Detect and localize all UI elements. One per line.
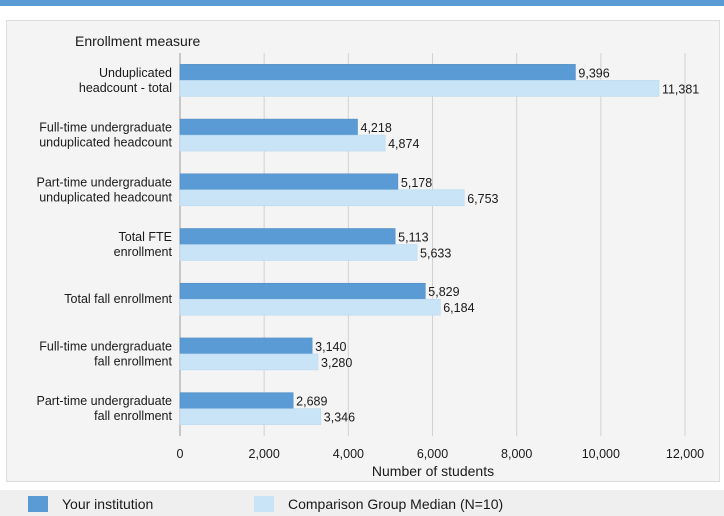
- data-label: 6,184: [443, 301, 474, 315]
- bar-your-institution: [179, 337, 313, 355]
- x-tick-label: 2,000: [249, 447, 280, 461]
- bar-your-institution: [179, 228, 396, 245]
- data-label: 4,218: [361, 121, 392, 135]
- legend-item-your-institution: Your institution: [28, 496, 153, 512]
- top-accent-rule: [0, 0, 724, 6]
- category-label: unduplicated headcount: [39, 136, 172, 150]
- legend-swatch: [28, 496, 48, 512]
- category-label: Full-time undergraduate: [39, 121, 172, 135]
- x-tick-label: 8,000: [501, 447, 532, 461]
- category-label: fall enrollment: [94, 409, 172, 423]
- bar-comparison-median: [179, 244, 418, 261]
- bar-comparison-median: [179, 80, 660, 97]
- legend-swatch: [254, 496, 274, 512]
- category-label: Total FTE: [119, 230, 173, 244]
- bars: [179, 64, 660, 425]
- bar-your-institution: [179, 64, 576, 81]
- category-label: fall enrollment: [94, 354, 172, 368]
- bar-your-institution: [179, 282, 426, 300]
- x-tick-label: 6,000: [417, 447, 448, 461]
- data-label: 5,113: [398, 231, 428, 245]
- x-axis-title: Number of students: [372, 463, 494, 479]
- data-label: 11,381: [662, 82, 699, 96]
- data-label: 5,633: [420, 247, 451, 261]
- x-tick-label: 12,000: [666, 447, 704, 461]
- bar-comparison-median: [179, 298, 441, 316]
- data-label: 5,178: [401, 176, 432, 190]
- category-label: Full-time undergraduate: [39, 339, 172, 353]
- y-axis-title: Enrollment measure: [75, 33, 200, 49]
- bar-comparison-median: [179, 408, 322, 425]
- legend: Your institution Comparison Group Median…: [0, 490, 724, 516]
- data-label: 3,346: [324, 411, 355, 425]
- bar-your-institution: [179, 392, 294, 409]
- chart-panel: 0 2,000 4,000 6,000 8,000 10,000 12,000 9,396 11…: [6, 20, 720, 482]
- legend-label: Your institution: [62, 496, 154, 512]
- legend-item-comparison-median: Comparison Group Median (N=10): [254, 496, 503, 512]
- data-label: 6,753: [467, 192, 498, 206]
- category-label: Total fall enrollment: [64, 292, 172, 306]
- bar-your-institution: [179, 118, 358, 136]
- bar-comparison-median: [179, 134, 386, 152]
- data-label: 3,280: [321, 356, 352, 370]
- enrollment-bar-chart: 0 2,000 4,000 6,000 8,000 10,000 12,000 9,396 11…: [37, 33, 705, 479]
- labels: 0 2,000 4,000 6,000 8,000 10,000 12,000 9,396 11…: [37, 66, 705, 461]
- x-tick-label: 4,000: [333, 447, 364, 461]
- category-label: headcount - total: [79, 81, 172, 95]
- data-label: 5,829: [428, 285, 459, 299]
- x-tick-label: 0: [177, 447, 184, 461]
- data-label: 4,874: [388, 137, 419, 151]
- bar-your-institution: [179, 173, 399, 191]
- bar-comparison-median: [179, 189, 465, 207]
- category-label: Part-time undergraduate: [37, 394, 173, 408]
- x-tick-label: 10,000: [582, 447, 620, 461]
- category-label: Part-time undergraduate: [37, 175, 173, 189]
- category-label: unduplicated headcount: [39, 190, 172, 204]
- legend-label: Comparison Group Median (N=10): [288, 496, 504, 512]
- category-label: Unduplicated: [99, 66, 172, 80]
- data-label: 3,140: [315, 340, 346, 354]
- bar-comparison-median: [179, 353, 319, 371]
- data-label: 9,396: [578, 66, 609, 80]
- data-label: 2,689: [296, 395, 327, 409]
- category-label: enrollment: [114, 245, 173, 259]
